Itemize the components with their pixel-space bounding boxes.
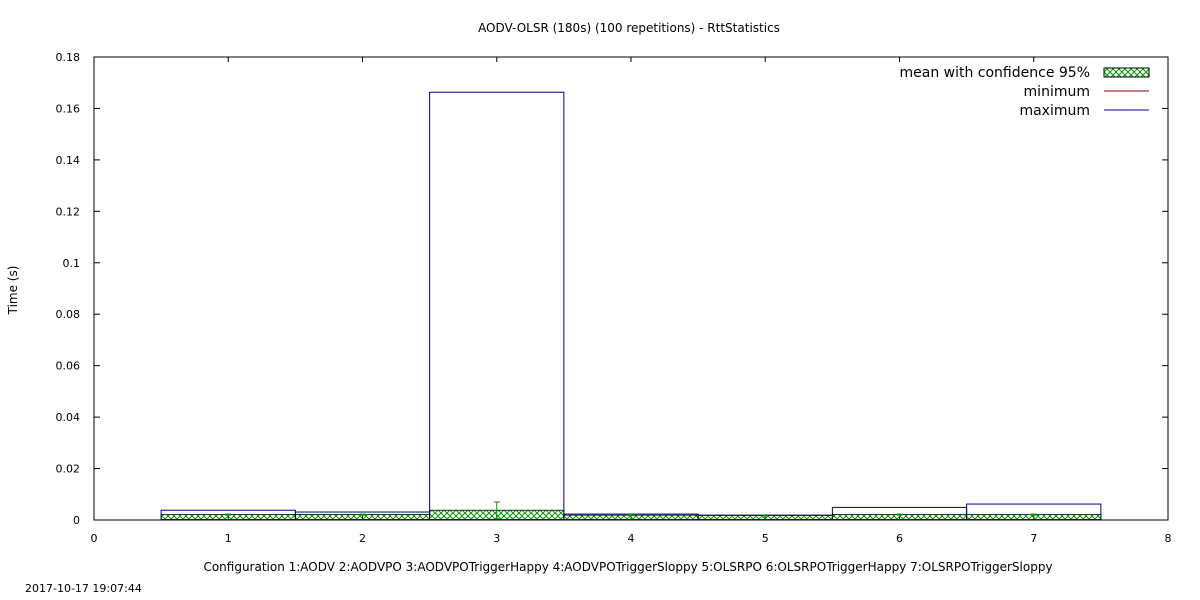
y-tick-label: 0.08 (56, 308, 81, 321)
x-tick-label: 0 (91, 532, 98, 545)
bar-maximum (429, 91, 565, 521)
x-tick-label: 8 (1165, 532, 1172, 545)
y-tick-label: 0.18 (56, 51, 81, 64)
y-tick-label: 0.16 (56, 102, 81, 115)
legend-label: mean with confidence 95% (899, 65, 1090, 81)
x-tick-label: 6 (896, 532, 903, 545)
legend-label: minimum (1024, 84, 1090, 100)
y-tick-label: 0 (73, 514, 80, 527)
y-axis-label: Time (s) (6, 266, 20, 316)
legend-swatch-mean (1103, 67, 1150, 78)
y-tick-label: 0.12 (56, 205, 81, 218)
y-tick-label: 0.06 (56, 360, 81, 373)
plot-border (93, 56, 1169, 521)
y-tick-label: 0.14 (56, 154, 81, 167)
x-tick-label: 7 (1030, 532, 1037, 545)
chart-title: AODV-OLSR (180s) (100 repetitions) - Rtt… (478, 21, 780, 35)
x-tick-label: 3 (493, 532, 500, 545)
y-tick-label: 0.02 (56, 463, 81, 476)
x-axis-label: Configuration 1:AODV 2:AODVPO 3:AODVPOTr… (203, 560, 1052, 574)
legend-label: maximum (1019, 103, 1090, 119)
x-tick-label: 2 (359, 532, 366, 545)
plot-area: 0 1 2 3 4 5 6 7 8 0 0.02 0.04 0.06 0.08 0.1 0.12 0.14 0.1… (56, 51, 1172, 545)
x-tick-label: 4 (628, 532, 635, 545)
y-tick-label: 0.04 (56, 411, 81, 424)
x-tick-label: 5 (762, 532, 769, 545)
x-tick-label: 1 (225, 532, 232, 545)
legend: mean with confidence 95% minimum maximum (899, 65, 1150, 119)
timestamp: 2017-10-17 19:07:44 (25, 582, 142, 595)
y-tick-label: 0.1 (63, 257, 81, 270)
